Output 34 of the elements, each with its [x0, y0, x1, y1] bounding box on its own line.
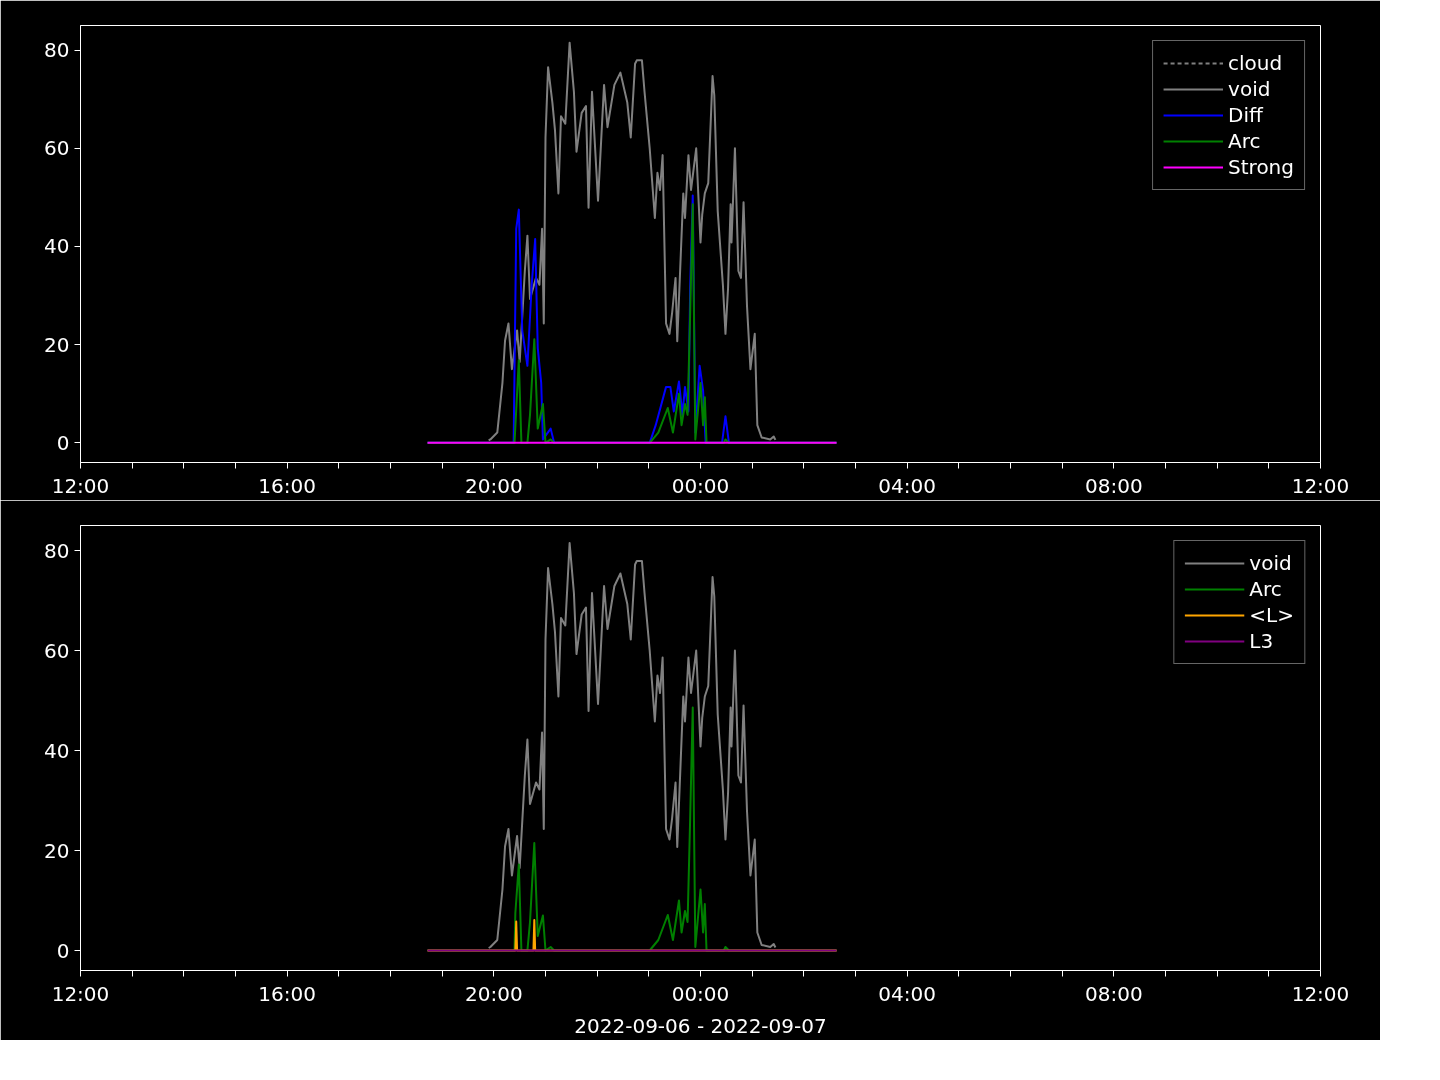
legend-label: cloud: [1228, 51, 1283, 75]
x-tick-label: 04:00: [878, 473, 936, 498]
x-tick-label: 12:00: [1291, 473, 1350, 498]
x-tick-label: 08:00: [1085, 981, 1143, 1006]
x-tick-label: 00:00: [671, 981, 730, 1006]
y-tick-label: 20: [44, 332, 70, 357]
y-tick-label: 80: [44, 538, 70, 563]
y-tick-label: 0: [56, 938, 70, 963]
x-tick-label: 16:00: [258, 473, 316, 498]
y-tick-label: 60: [44, 136, 70, 161]
x-tick-label: 08:00: [1085, 473, 1143, 498]
y-tick-label: 0: [56, 430, 70, 455]
legend-label: Strong: [1228, 155, 1294, 179]
legend-label: void: [1249, 551, 1292, 575]
x-tick-label: 12:00: [1291, 981, 1350, 1006]
x-tick-label: 00:00: [671, 473, 730, 498]
y-tick-label: 40: [44, 738, 70, 763]
legend-label: <L>: [1249, 603, 1294, 627]
legend-label: Arc: [1249, 577, 1282, 601]
x-tick-label: 20:00: [465, 981, 523, 1006]
legend-label: Arc: [1228, 129, 1261, 153]
y-tick-label: 60: [44, 638, 70, 663]
y-tick-label: 40: [44, 234, 70, 259]
x-tick-label: 20:00: [465, 473, 523, 498]
x-axis-title: 2022-09-06 - 2022-09-07: [574, 1013, 827, 1038]
legend-label: Diff: [1228, 103, 1263, 127]
y-tick-label: 20: [44, 838, 70, 863]
y-tick-label: 80: [44, 38, 70, 63]
x-tick-label: 12:00: [51, 473, 110, 498]
x-tick-label: 12:00: [51, 981, 110, 1006]
x-tick-label: 04:00: [878, 981, 936, 1006]
legend-label: void: [1228, 77, 1271, 101]
legend-label: L3: [1249, 629, 1274, 653]
x-tick-label: 16:00: [258, 981, 316, 1006]
